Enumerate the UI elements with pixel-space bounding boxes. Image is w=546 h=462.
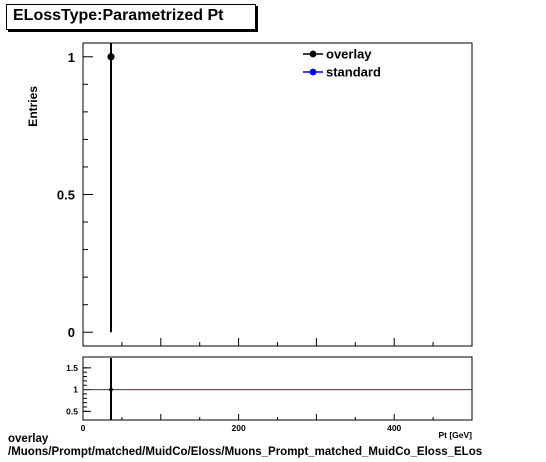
legend-label: standard: [326, 65, 381, 80]
y-axis-label: Entries: [26, 86, 40, 127]
y-tick-label: 0: [68, 325, 75, 340]
x-axis-label: Pt [GeV]: [438, 430, 472, 440]
legend-label: overlay: [326, 47, 372, 62]
legend-marker: [309, 50, 317, 58]
ratio-y-tick-label: 1: [73, 385, 78, 395]
footer-line-1: overlay: [8, 433, 49, 445]
ratio-y-tick-label: 0.5: [66, 406, 78, 416]
legend-marker: [309, 68, 317, 76]
chart-title: ELossType:Parametrized Pt: [13, 7, 224, 24]
title-box: ELossType:Parametrized Pt: [6, 4, 256, 30]
ratio-panel: 0.5 1 1.5 0 200 400 Pt [GeV]: [66, 356, 473, 440]
footer-line-2: /Muons/Prompt/matched/MuidCo/Eloss/Muons…: [8, 446, 483, 458]
ratio-frame: [82, 356, 473, 421]
main-frame: [82, 42, 473, 347]
ratio-x-tick-label: 0: [81, 423, 86, 433]
ratio-y-tick-label: 1.5: [66, 363, 78, 373]
y-tick-label: 0.5: [57, 188, 75, 203]
ratio-point: [109, 387, 113, 392]
ratio-x-tick-label: 200: [232, 423, 246, 433]
main-panel: 0 0.5 1 Entries overlay standard: [26, 42, 473, 347]
y-tick-label: 1: [68, 50, 75, 65]
ratio-x-tick-label: 400: [387, 423, 401, 433]
data-point: [107, 53, 115, 61]
